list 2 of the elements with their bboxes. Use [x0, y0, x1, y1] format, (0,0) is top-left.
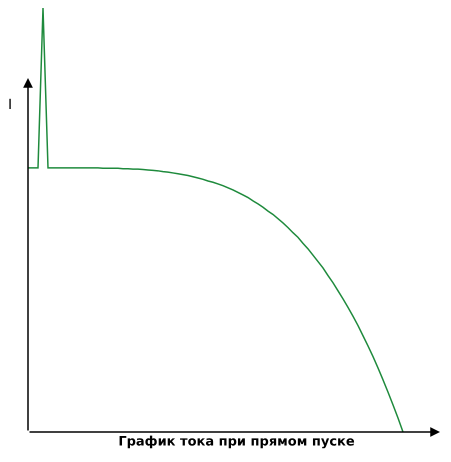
x-axis-title: График тока при прямом пуске: [118, 434, 355, 450]
y-axis-title: I: [8, 97, 12, 113]
